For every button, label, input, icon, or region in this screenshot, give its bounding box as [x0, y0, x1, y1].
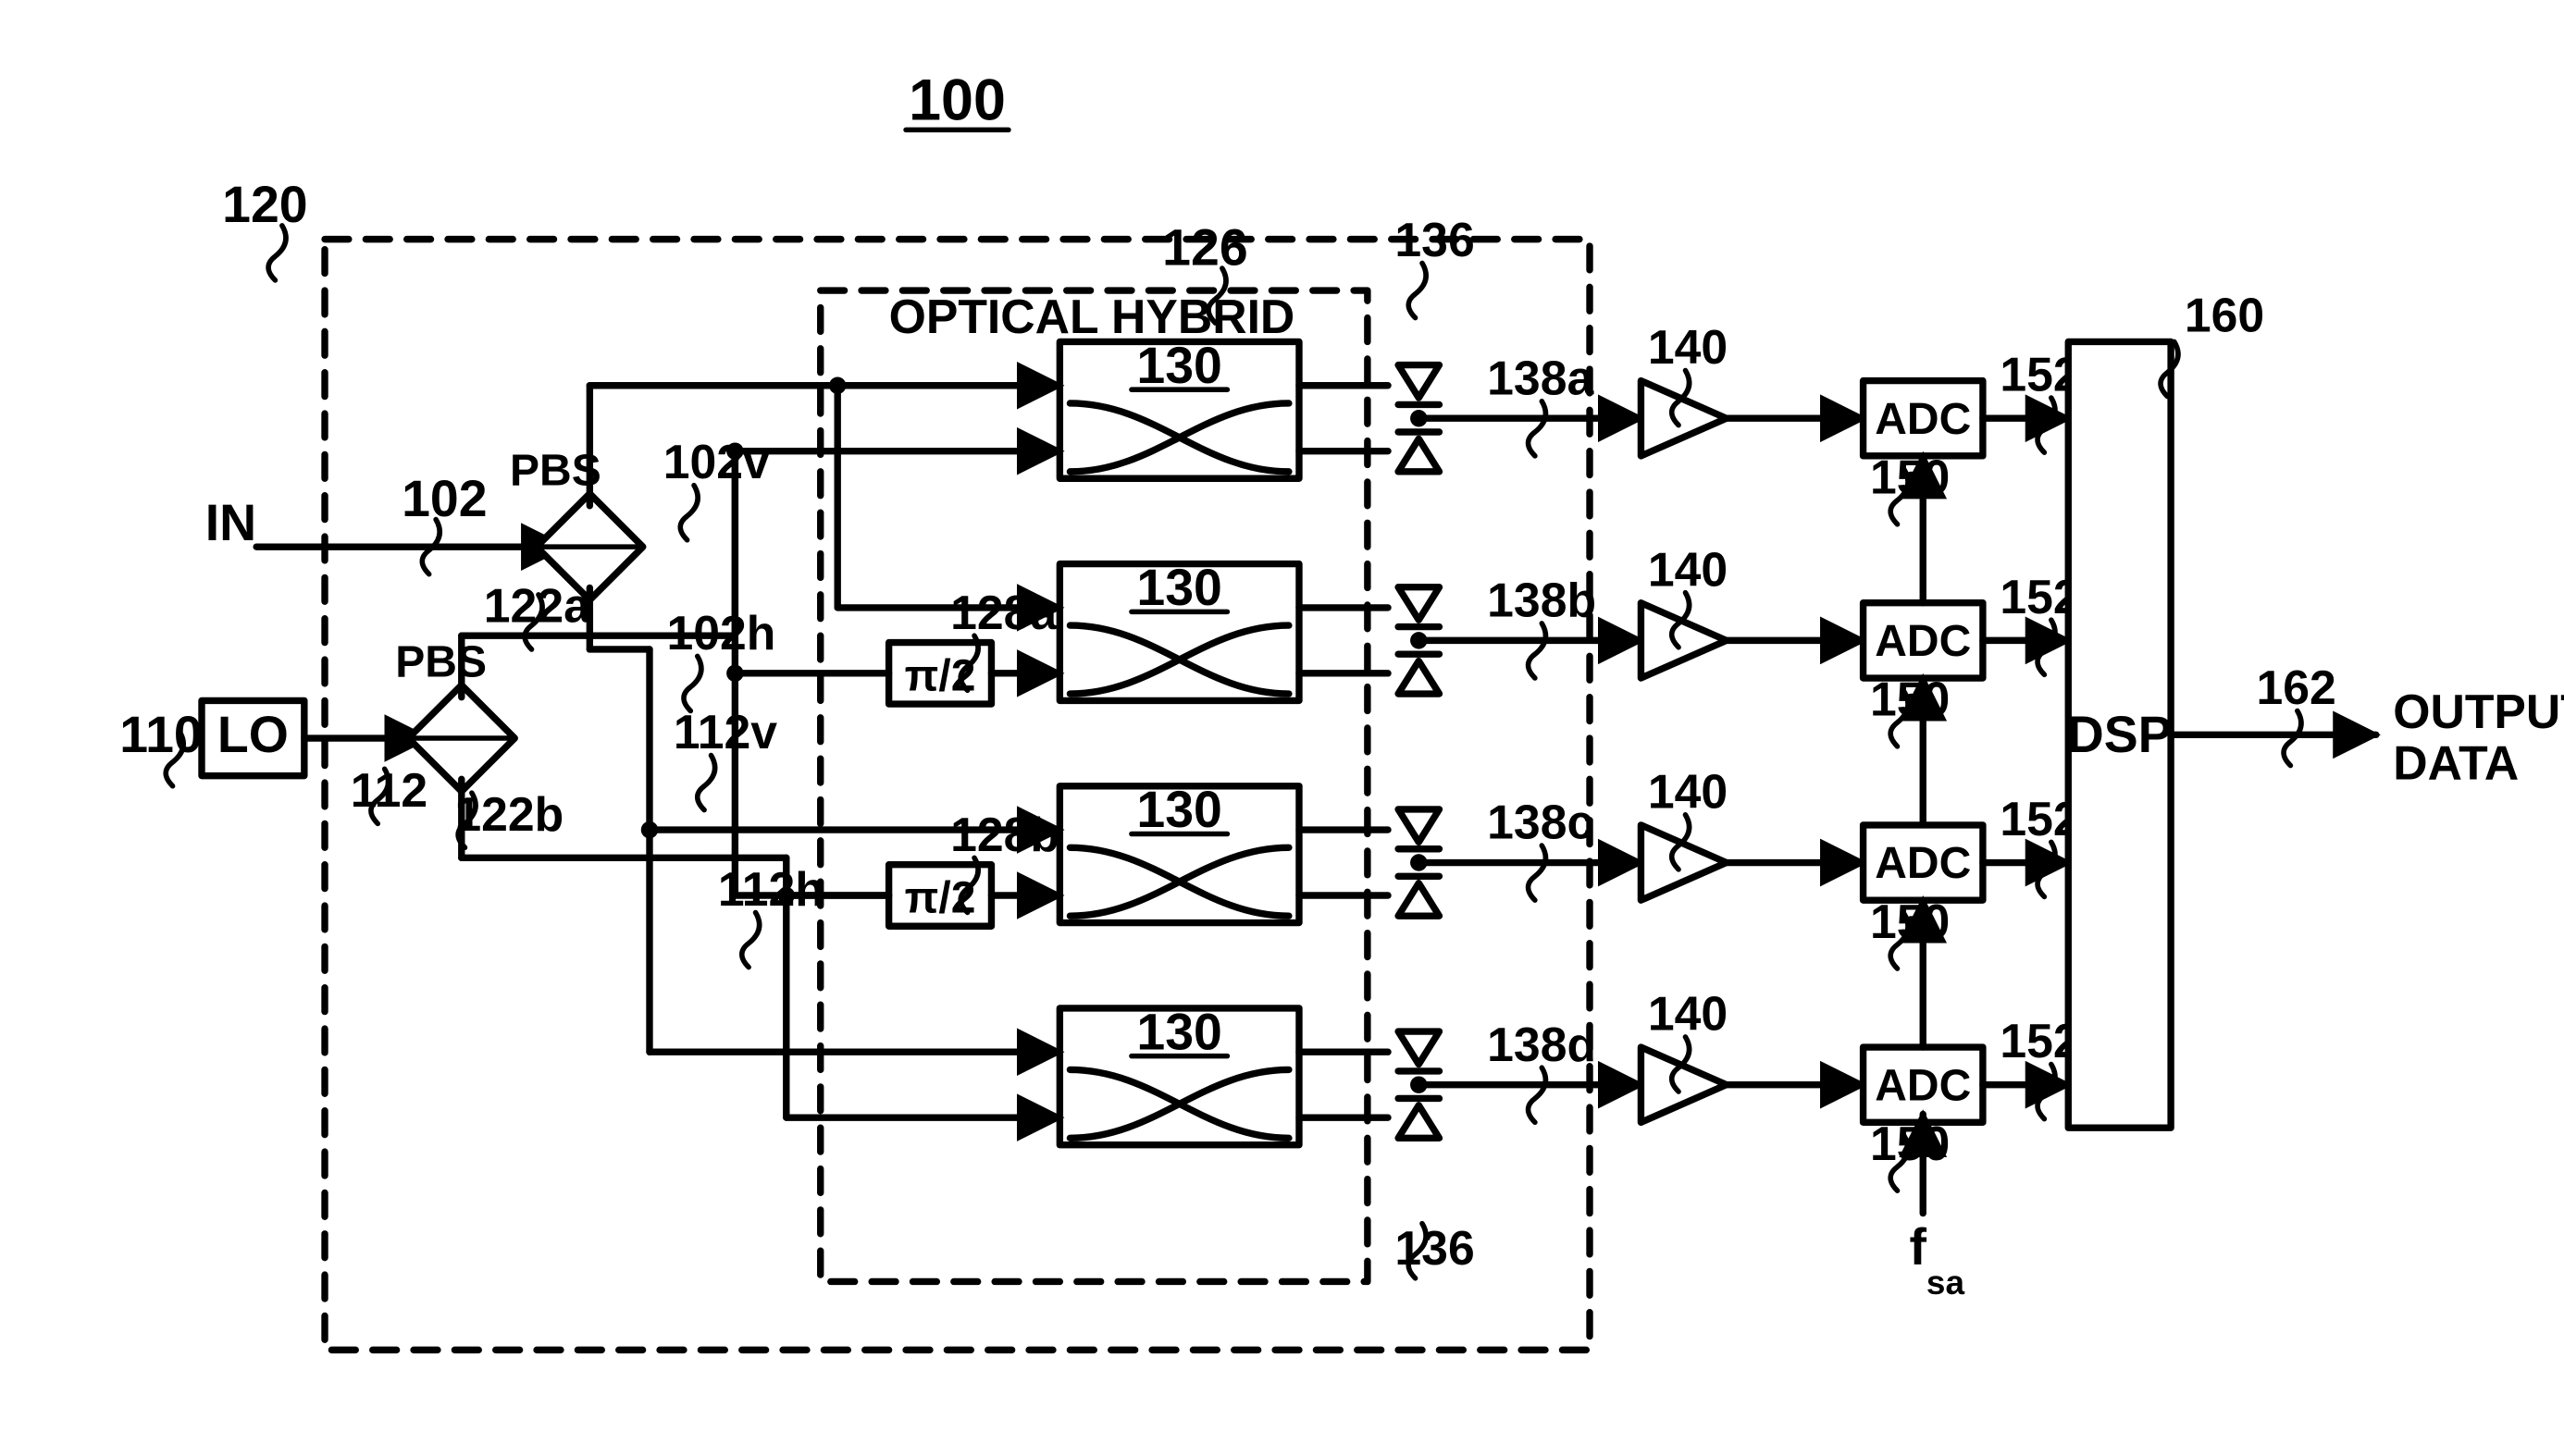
svg-text:140: 140 — [1648, 542, 1728, 596]
svg-text:102: 102 — [402, 470, 487, 527]
svg-text:IN: IN — [205, 494, 256, 551]
svg-text:126: 126 — [1162, 218, 1247, 276]
svg-text:π/2: π/2 — [905, 873, 976, 922]
svg-text:110: 110 — [119, 706, 202, 763]
svg-text:OPTICAL HYBRID: OPTICAL HYBRID — [889, 290, 1295, 343]
svg-text:138b: 138b — [1487, 574, 1596, 627]
svg-text:120: 120 — [222, 176, 307, 233]
svg-text:130: 130 — [1136, 781, 1221, 838]
svg-text:138a: 138a — [1487, 351, 1594, 404]
svg-text:ADC: ADC — [1875, 395, 1971, 444]
svg-text:130: 130 — [1136, 1003, 1221, 1060]
svg-text:122a: 122a — [484, 578, 591, 632]
svg-text:ADC: ADC — [1875, 1061, 1971, 1110]
svg-text:OUTPUT: OUTPUT — [2393, 685, 2564, 738]
svg-text:π/2: π/2 — [905, 651, 976, 700]
svg-text:130: 130 — [1136, 559, 1221, 616]
svg-text:LO: LO — [217, 706, 289, 763]
svg-text:100: 100 — [909, 68, 1006, 132]
svg-text:160: 160 — [2185, 288, 2264, 341]
svg-text:140: 140 — [1648, 764, 1728, 818]
svg-text:fsa: fsa — [1909, 1218, 1964, 1302]
svg-text:140: 140 — [1648, 320, 1728, 374]
svg-text:DATA: DATA — [2393, 735, 2519, 789]
svg-text:138c: 138c — [1487, 796, 1593, 849]
svg-text:138d: 138d — [1487, 1018, 1596, 1071]
svg-text:ADC: ADC — [1875, 617, 1971, 666]
svg-text:ADC: ADC — [1875, 839, 1971, 888]
svg-text:128a: 128a — [950, 586, 1058, 639]
svg-text:162: 162 — [2256, 660, 2335, 714]
svg-text:102v: 102v — [663, 435, 770, 488]
svg-text:136: 136 — [1394, 213, 1474, 266]
svg-text:PBS: PBS — [395, 638, 487, 687]
svg-text:130: 130 — [1136, 337, 1221, 394]
svg-text:112v: 112v — [674, 705, 777, 759]
svg-text:112h: 112h — [718, 862, 824, 916]
svg-text:140: 140 — [1648, 987, 1728, 1041]
svg-text:128b: 128b — [950, 808, 1059, 861]
svg-text:DSP: DSP — [2067, 706, 2173, 763]
